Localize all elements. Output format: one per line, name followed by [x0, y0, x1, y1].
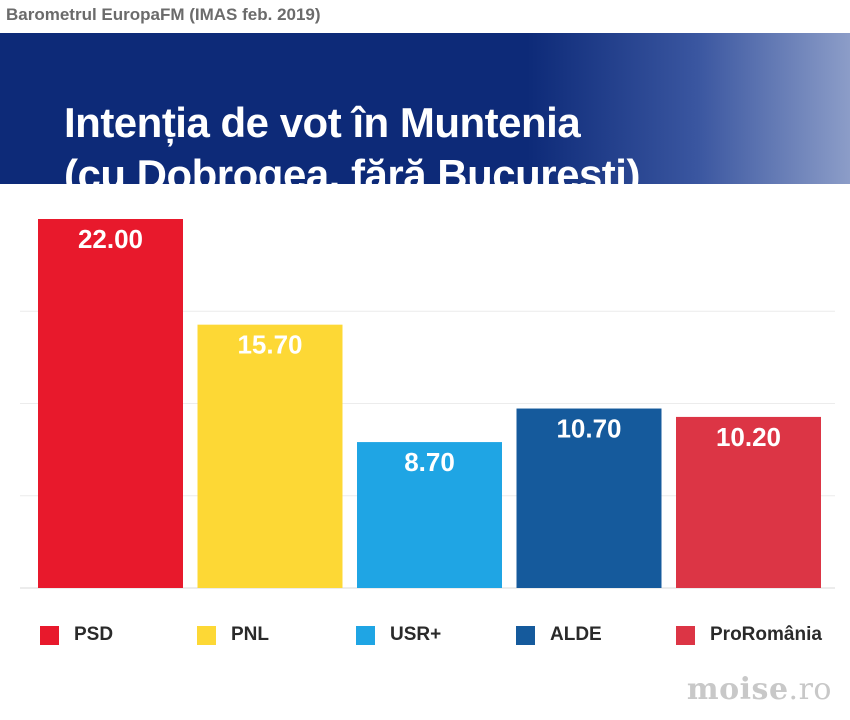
bar-psd	[38, 219, 183, 588]
legend-label-usr: USR+	[390, 624, 442, 645]
legend: PSD PNL USR+ ALDE ProRomânia	[0, 620, 850, 650]
legend-label-alde: ALDE	[550, 624, 602, 645]
legend-label-psd: PSD	[74, 624, 114, 645]
legend-item-usr: USR+	[356, 620, 441, 650]
watermark-tld: .ro	[788, 672, 832, 707]
chart-title-line-2: (cu Dobrogea, fără București)	[64, 151, 640, 198]
legend-label-pnl: PNL	[231, 624, 269, 645]
bar-value-label: 10.20	[716, 422, 781, 452]
bar-value-label: 10.70	[556, 414, 621, 444]
legend-swatch-psd	[40, 625, 59, 645]
chart-title-line-1: Intenția de vot în Muntenia	[64, 99, 581, 146]
legend-swatch-proromania	[676, 625, 695, 645]
chart-title: Intenția de vot în Muntenia (cu Dobrogea…	[64, 97, 640, 201]
bars	[38, 219, 821, 588]
bar-value-label: 22.00	[78, 224, 143, 254]
legend-item-psd: PSD	[40, 620, 113, 650]
legend-item-alde: ALDE	[516, 620, 602, 650]
legend-item-proromania: ProRomânia	[676, 620, 822, 650]
legend-item-pnl: PNL	[197, 620, 269, 650]
bar-proromnia	[676, 416, 821, 588]
bar-value-label: 8.70	[404, 447, 455, 477]
legend-label-proromania: ProRomânia	[710, 624, 822, 645]
legend-swatch-usr	[356, 625, 375, 645]
bar-pnl	[197, 324, 343, 588]
watermark-logo: moise.ro	[687, 672, 832, 707]
source-note: Barometrul EuropaFM (IMAS feb. 2019)	[6, 5, 321, 24]
bar-usr	[357, 442, 502, 588]
bar-alde	[516, 408, 662, 588]
title-banner: Intenția de vot în Muntenia (cu Dobrogea…	[0, 33, 850, 198]
watermark-name: moise	[686, 672, 789, 707]
legend-swatch-pnl	[197, 625, 216, 645]
bar-value-label: 15.70	[237, 330, 302, 360]
bar-chart: 22.00 15.70 8.70 10.70 10.20	[20, 219, 835, 589]
bar-value-labels: 22.00 15.70 8.70 10.70 10.20	[78, 224, 781, 477]
legend-swatch-alde	[516, 625, 535, 645]
